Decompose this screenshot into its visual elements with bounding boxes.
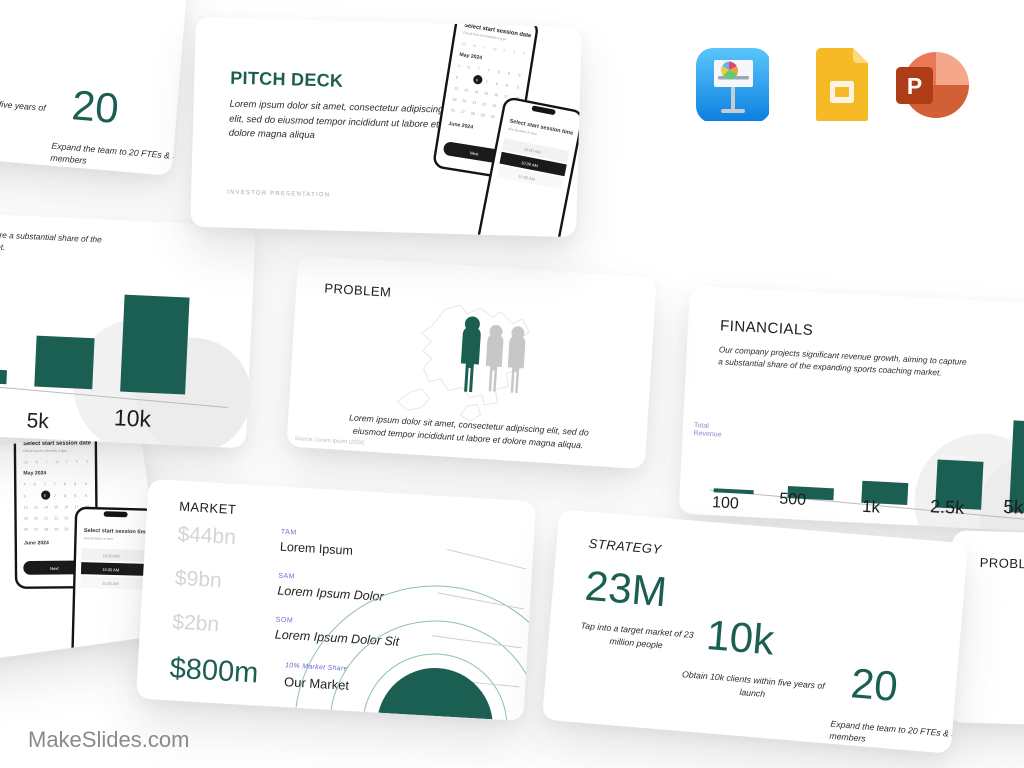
svg-text:June 2024: June 2024	[24, 540, 49, 546]
svg-text:11:00 AM: 11:00 AM	[102, 581, 119, 586]
svg-text:9: 9	[74, 482, 76, 486]
svg-text:28: 28	[470, 111, 475, 116]
svg-text:17: 17	[74, 505, 78, 509]
svg-text:16: 16	[494, 93, 499, 98]
svg-text:30: 30	[64, 527, 68, 531]
svg-text:Any duration of time: Any duration of time	[84, 536, 114, 541]
svg-text:May 2024: May 2024	[23, 470, 46, 476]
svg-text:27: 27	[34, 528, 38, 532]
svg-text:8: 8	[64, 494, 66, 498]
svg-text:15: 15	[484, 91, 489, 96]
svg-text:9: 9	[505, 83, 508, 87]
svg-text:6: 6	[467, 65, 470, 69]
svg-text:Select start session date: Select start session date	[23, 440, 92, 447]
svg-text:9: 9	[507, 71, 510, 75]
svg-text:12: 12	[454, 86, 459, 91]
svg-text:30: 30	[490, 114, 495, 119]
svg-text:7: 7	[485, 80, 488, 84]
svg-text:13: 13	[34, 505, 38, 509]
svg-text:M: M	[473, 43, 477, 47]
svg-text:7: 7	[54, 482, 56, 486]
svg-text:17: 17	[504, 94, 509, 99]
svg-text:26: 26	[24, 528, 28, 532]
svg-text:P: P	[907, 73, 922, 99]
svg-text:Check how to schedule a type: Check how to schedule a type	[23, 449, 67, 453]
svg-text:$23,000,000: $23,000,000	[131, 289, 156, 295]
svg-text:10:30 AM: 10:30 AM	[102, 567, 120, 572]
svg-text:20: 20	[34, 516, 38, 520]
svg-text:20: 20	[462, 99, 467, 104]
svg-text:4: 4	[24, 483, 26, 487]
svg-text:6: 6	[34, 482, 36, 486]
svg-text:22: 22	[482, 102, 487, 107]
svg-text:12: 12	[24, 506, 28, 510]
svg-text:M: M	[35, 460, 38, 464]
svg-text:9: 9	[74, 494, 76, 498]
svg-text:27: 27	[460, 110, 465, 115]
svg-text:Next: Next	[469, 150, 479, 156]
svg-text:5: 5	[516, 85, 519, 89]
svg-text:22: 22	[54, 516, 58, 520]
svg-text:15: 15	[54, 505, 58, 509]
svg-text:5: 5	[518, 73, 521, 77]
svg-text:19: 19	[452, 97, 457, 102]
svg-text:4: 4	[457, 63, 460, 67]
svg-text:$950,000: $950,000	[720, 483, 739, 489]
svg-text:6: 6	[475, 78, 478, 82]
svg-text:$2,300,000: $2,300,000	[794, 480, 816, 486]
svg-text:8: 8	[64, 482, 66, 486]
svg-text:$11,500,000: $11,500,000	[43, 330, 67, 336]
svg-text:26: 26	[450, 108, 455, 113]
svg-text:21: 21	[44, 516, 48, 520]
svg-text:W: W	[56, 460, 60, 464]
svg-text:21: 21	[472, 100, 477, 105]
svg-text:$23,000,000: $23,000,000	[1019, 415, 1024, 421]
svg-text:19: 19	[24, 517, 28, 521]
svg-text:10:00 AM: 10:00 AM	[103, 553, 121, 558]
svg-text:SU: SU	[461, 42, 467, 47]
svg-text:28: 28	[44, 527, 48, 531]
svg-text:$5,750,000: $5,750,000	[868, 475, 890, 481]
svg-text:5: 5	[455, 75, 458, 79]
svg-text:5: 5	[24, 495, 26, 499]
svg-text:$800m: $800m	[414, 717, 455, 721]
svg-text:14: 14	[474, 89, 479, 94]
svg-text:Total: Total	[694, 422, 710, 430]
svg-text:6: 6	[44, 494, 46, 498]
svg-text:7: 7	[44, 482, 46, 486]
svg-text:7: 7	[477, 67, 480, 71]
svg-text:5: 5	[85, 494, 87, 498]
svg-text:13: 13	[464, 88, 469, 93]
svg-text:SU: SU	[23, 460, 28, 464]
svg-text:5: 5	[85, 482, 87, 486]
svg-text:16: 16	[64, 505, 68, 509]
svg-text:Revenue: Revenue	[693, 430, 721, 438]
svg-text:23: 23	[64, 516, 68, 520]
svg-text:7: 7	[487, 68, 490, 72]
svg-text:29: 29	[480, 113, 485, 118]
svg-text:14: 14	[44, 505, 48, 509]
svg-text:8: 8	[497, 70, 500, 74]
svg-text:8: 8	[495, 82, 498, 86]
svg-text:7: 7	[54, 494, 56, 498]
svg-text:Next: Next	[50, 566, 60, 571]
svg-text:29: 29	[54, 527, 58, 531]
svg-text:$11,500,000: $11,500,000	[942, 454, 966, 460]
svg-text:23: 23	[492, 103, 497, 108]
